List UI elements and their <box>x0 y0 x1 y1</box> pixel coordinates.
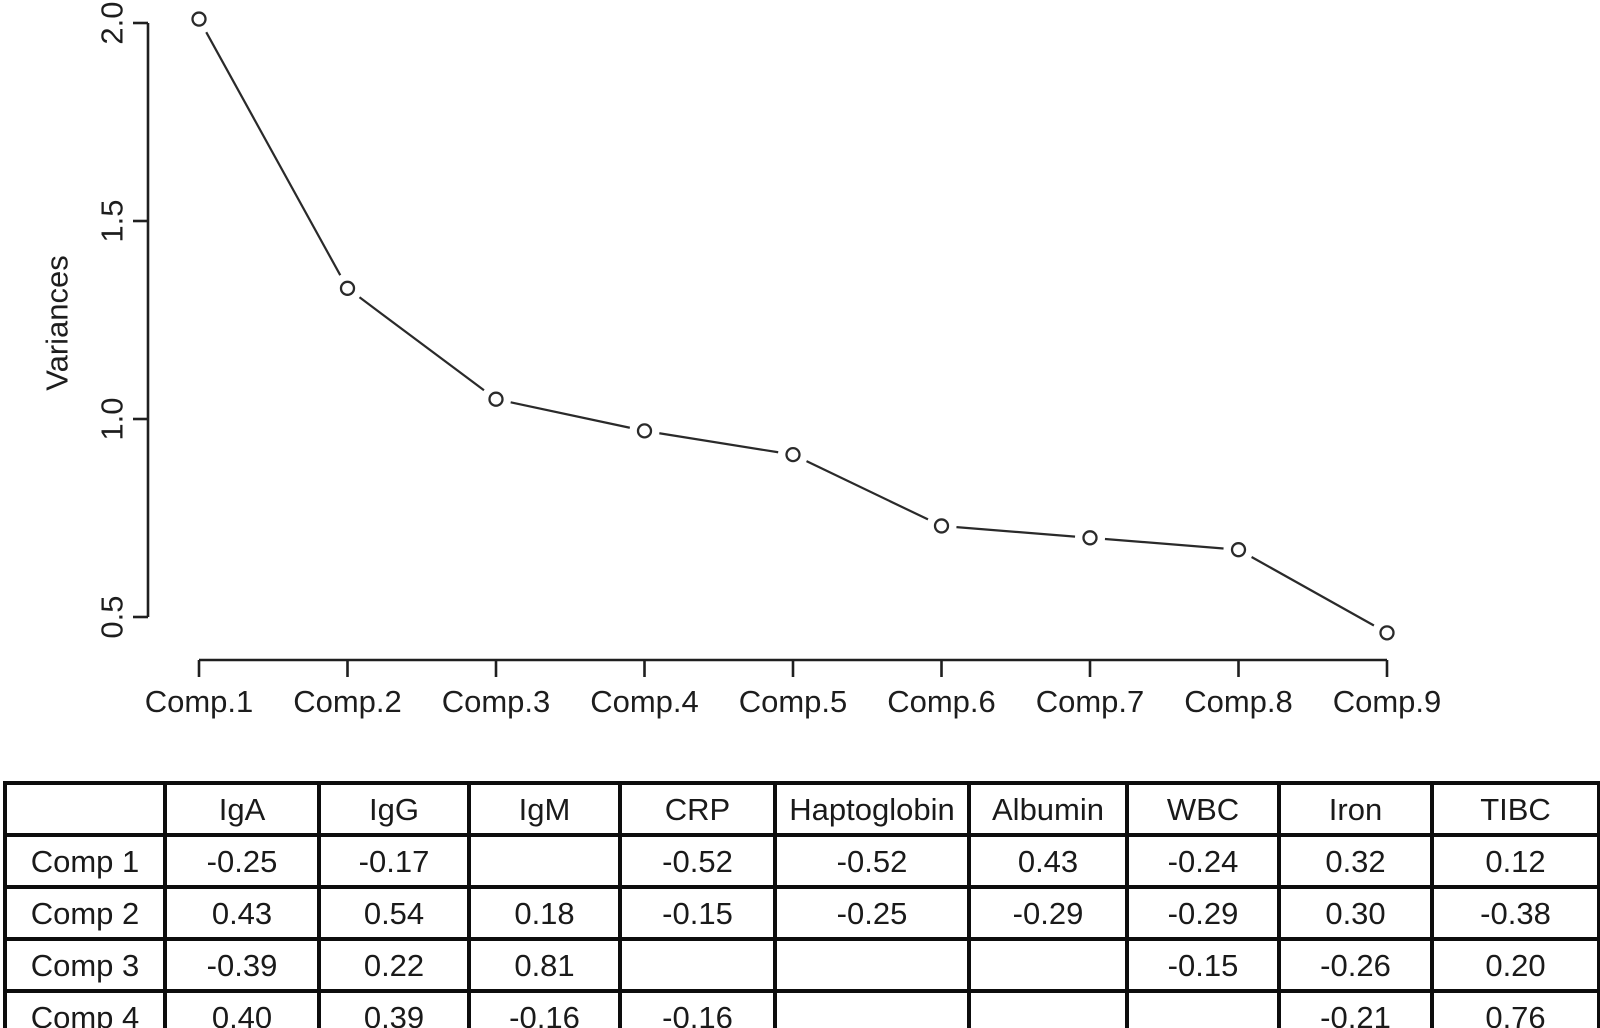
row-label: Comp 3 <box>3 937 167 993</box>
x-tick-label: Comp.3 <box>442 684 551 719</box>
col-header-iron: Iron <box>1277 781 1434 837</box>
col-header-tibc: TIBC <box>1430 781 1600 837</box>
table-row-comp-1: Comp 1 -0.25 -0.17 -0.52 -0.52 0.43 -0.24 0.32 0… <box>3 833 1600 889</box>
loading-cell: 0.30 <box>1277 885 1434 941</box>
col-header-albumin: Albumin <box>967 781 1129 837</box>
x-tick-label: Comp.2 <box>293 684 402 719</box>
loading-cell: 0.39 <box>317 989 471 1028</box>
loading-cell: 0.22 <box>317 937 471 993</box>
series-line-segment <box>1251 556 1375 627</box>
loading-cell: 0.40 <box>163 989 321 1028</box>
loadings-table-header: IgA IgG IgM CRP Haptoglobin Albumin WBC Iron TIB… <box>3 781 1600 837</box>
data-point <box>636 423 653 439</box>
x-tick-label: Comp.7 <box>1036 684 1145 719</box>
col-header-crp: CRP <box>618 781 777 837</box>
data-point <box>191 11 207 27</box>
col-header-haptoglobin: Haptoglobin <box>773 781 971 837</box>
x-tick-label: Comp.1 <box>145 684 254 719</box>
y-axis-title: Variances <box>40 255 75 391</box>
loading-cell: 0.20 <box>1430 937 1600 993</box>
data-point <box>1082 530 1098 546</box>
col-header-igg: IgG <box>317 781 471 837</box>
loading-cell <box>773 937 971 993</box>
loading-cell: -0.24 <box>1125 833 1281 889</box>
loading-cell <box>467 833 622 889</box>
loading-cell: -0.39 <box>163 937 321 993</box>
loading-cell: -0.21 <box>1277 989 1434 1028</box>
scree-plot: 2.0 1.5 1.0 0.5 Variances Comp.1 Comp.2 Comp.3 C… <box>40 1 1442 719</box>
loading-cell: -0.38 <box>1430 885 1600 941</box>
table-row-comp-4: Comp 4 0.40 0.39 -0.16 -0.16 -0.21 0.76 <box>3 989 1600 1028</box>
series-line-segment <box>659 432 779 454</box>
x-tick-label: Comp.9 <box>1333 684 1442 719</box>
header-row: IgA IgG IgM CRP Haptoglobin Albumin WBC Iron TIB… <box>3 781 1600 837</box>
loading-cell: 0.12 <box>1430 833 1600 889</box>
x-tick-label: Comp.4 <box>590 684 699 719</box>
loading-cell <box>967 937 1129 993</box>
loadings-table: IgA IgG IgM CRP Haptoglobin Albumin WBC Iron TIB… <box>3 781 1600 1028</box>
loading-cell: -0.52 <box>618 833 777 889</box>
x-tick-label: Comp.8 <box>1184 684 1293 719</box>
loading-cell <box>618 937 777 993</box>
loading-cell: -0.29 <box>1125 885 1281 941</box>
loading-cell: -0.16 <box>467 989 622 1028</box>
loading-cell: -0.15 <box>618 885 777 941</box>
loading-cell: -0.15 <box>1125 937 1281 993</box>
loading-cell <box>967 989 1129 1028</box>
loading-cell: 0.81 <box>467 937 622 993</box>
loading-cell: 0.76 <box>1430 989 1600 1028</box>
corner-cell <box>3 781 167 837</box>
x-tick-label: Comp.6 <box>887 684 996 719</box>
loading-cell: 0.43 <box>163 885 321 941</box>
col-header-wbc: WBC <box>1125 781 1281 837</box>
loading-cell: -0.17 <box>317 833 471 889</box>
series-line-segment <box>1104 537 1224 550</box>
loading-cell: 0.54 <box>317 885 471 941</box>
row-label: Comp 4 <box>3 989 167 1028</box>
loading-cell: 0.32 <box>1277 833 1434 889</box>
y-tick-label: 1.0 <box>95 397 130 440</box>
x-tick-label: Comp.5 <box>739 684 848 719</box>
loading-cell <box>773 989 971 1028</box>
loading-cell: -0.25 <box>163 833 321 889</box>
loading-cell: -0.16 <box>618 989 777 1028</box>
loading-cell <box>1125 989 1281 1028</box>
data-point <box>339 280 356 296</box>
col-header-igm: IgM <box>467 781 622 837</box>
y-tick-label: 1.5 <box>95 199 130 242</box>
row-label: Comp 2 <box>3 885 167 941</box>
series-line-segment <box>358 296 485 392</box>
loadings-table-body: Comp 1 -0.25 -0.17 -0.52 -0.52 0.43 -0.24 0.32 0… <box>3 833 1600 1028</box>
table-row-comp-2: Comp 2 0.43 0.54 0.18 -0.15 -0.25 -0.29 -0.29 0.… <box>3 885 1600 941</box>
loading-cell: 0.18 <box>467 885 622 941</box>
col-header-iga: IgA <box>163 781 321 837</box>
loading-cell: 0.43 <box>967 833 1129 889</box>
data-point <box>785 446 801 463</box>
series-line-segment <box>956 526 1076 538</box>
data-point <box>933 518 950 534</box>
y-tick-label: 2.0 <box>95 1 130 44</box>
loading-cell: -0.29 <box>967 885 1129 941</box>
table-row-comp-3: Comp 3 -0.39 0.22 0.81 -0.15 -0.26 0.20 <box>3 937 1600 993</box>
loading-cell: -0.52 <box>773 833 971 889</box>
data-point <box>488 391 504 407</box>
loading-cell: -0.26 <box>1277 937 1434 993</box>
series-line-segment <box>205 31 342 276</box>
row-label: Comp 1 <box>3 833 167 889</box>
data-point <box>1230 542 1247 558</box>
loading-cell: -0.25 <box>773 885 971 941</box>
series-line-segment <box>510 401 631 429</box>
data-point <box>1379 625 1395 641</box>
series-line-segment <box>806 460 929 521</box>
y-tick-label: 0.5 <box>95 595 130 638</box>
